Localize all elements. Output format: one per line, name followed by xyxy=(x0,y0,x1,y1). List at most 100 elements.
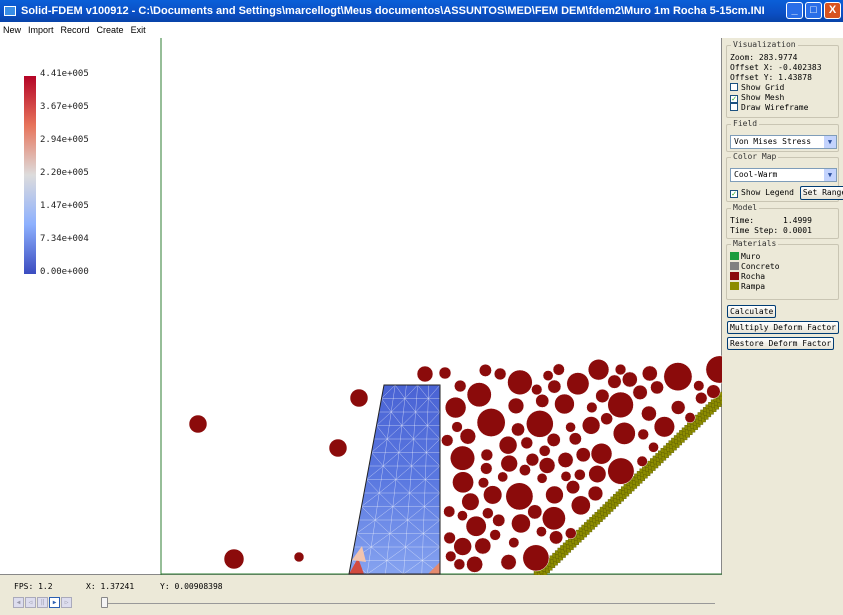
draw-wireframe-label: Draw Wireframe xyxy=(741,103,809,112)
step-forward-icon[interactable]: ▷ xyxy=(61,597,72,608)
mesh-line xyxy=(361,492,380,507)
mesh-line xyxy=(356,533,372,548)
ramp-layer xyxy=(533,391,722,575)
checkmark-icon[interactable]: ✓ xyxy=(730,94,738,103)
rock-particle xyxy=(648,441,659,453)
mesh-line xyxy=(404,384,418,399)
rock-particle xyxy=(520,436,533,450)
mesh-line xyxy=(381,384,396,399)
show-legend-checkbox[interactable]: ✓ Show Legend xyxy=(730,188,794,198)
set-range-button[interactable]: Set Range xyxy=(799,186,843,200)
model-group: Model Time: 1.4999 Time Step: 0.0001 xyxy=(726,203,839,239)
restore-deform-factor-button[interactable]: Restore Deform Factor xyxy=(727,337,835,350)
timeline-slider-thumb[interactable] xyxy=(101,597,108,608)
mesh-line xyxy=(404,398,416,413)
material-swatch xyxy=(730,282,739,290)
show-grid-checkbox[interactable]: Show Grid xyxy=(730,83,835,93)
rock-particle xyxy=(450,445,476,471)
rock-particle xyxy=(565,421,576,433)
multiply-deform-factor-button[interactable]: Multiply Deform Factor xyxy=(727,321,839,334)
rock-particle xyxy=(497,471,509,483)
rock-particles xyxy=(188,355,722,573)
color-map-select[interactable]: Cool-Warm ▼ xyxy=(730,168,837,182)
status-bar: FPS: 1.2 X: 1.37241 Y: 0.00908398 ◀ ◁ ‖ … xyxy=(0,575,843,615)
mesh-line xyxy=(387,438,400,453)
mesh-line xyxy=(394,384,406,399)
rock-particle xyxy=(441,434,454,447)
rock-particle xyxy=(478,363,492,377)
menu-record[interactable]: Record xyxy=(60,25,90,35)
fps-readout: FPS: 1.2 xyxy=(14,582,53,591)
menu-create[interactable]: Create xyxy=(96,25,124,35)
color-map-group: Color Map Cool-Warm ▼ ✓ Show Legend Set R… xyxy=(726,152,843,202)
mesh-line xyxy=(366,465,384,480)
timeline-track[interactable] xyxy=(105,603,715,604)
rock-particle xyxy=(663,362,693,392)
rock-particle xyxy=(581,416,601,435)
show-legend-label: Show Legend xyxy=(741,188,794,197)
mesh-line xyxy=(425,465,441,480)
checkbox-icon[interactable] xyxy=(730,83,738,91)
draw-wireframe-checkbox[interactable]: Draw Wireframe xyxy=(730,103,835,113)
pause-icon[interactable]: ‖ xyxy=(37,597,48,608)
field-select[interactable]: Von Mises Stress ▼ xyxy=(730,135,837,149)
rock-particle xyxy=(522,544,550,572)
rock-particle xyxy=(466,555,483,573)
rock-particle xyxy=(482,507,494,519)
checkbox-icon[interactable] xyxy=(730,103,738,111)
rock-particle xyxy=(508,537,520,549)
material-item: Concreto xyxy=(730,262,835,272)
mesh-line xyxy=(411,465,426,480)
rock-particle xyxy=(492,513,506,527)
color-map-title: Color Map xyxy=(731,152,779,161)
rock-particle xyxy=(695,392,708,405)
rock-particle xyxy=(632,384,648,400)
rewind-icon[interactable]: ◀ xyxy=(13,597,24,608)
checkmark-icon[interactable]: ✓ xyxy=(730,189,738,198)
calculate-button[interactable]: Calculate xyxy=(727,305,777,318)
menu-import[interactable]: Import xyxy=(28,25,54,35)
rock-particle xyxy=(328,438,348,458)
x-coordinate-readout: X: 1.37241 xyxy=(86,582,135,591)
chevron-down-icon[interactable]: ▼ xyxy=(824,169,836,181)
rock-particle xyxy=(444,396,467,419)
mesh-line xyxy=(366,384,396,575)
rock-particle xyxy=(453,558,466,571)
stress-hotspot xyxy=(352,546,366,562)
mesh-line xyxy=(376,425,388,440)
close-button[interactable]: X xyxy=(824,2,841,19)
mesh-line xyxy=(413,425,428,440)
rock-particle xyxy=(536,526,547,537)
menu-new[interactable]: New xyxy=(3,25,22,35)
rock-particle xyxy=(505,482,534,511)
rock-particle xyxy=(461,492,480,511)
rock-particle xyxy=(498,435,518,455)
rock-particle xyxy=(684,412,696,424)
scene-canvas[interactable] xyxy=(0,38,722,575)
mesh-line xyxy=(398,452,412,467)
rock-particle xyxy=(542,370,554,381)
step-back-icon[interactable]: ◁ xyxy=(25,597,36,608)
mesh-line xyxy=(386,546,406,561)
rock-particle xyxy=(547,379,562,394)
offset-y-readout: Offset Y: 1.43878 xyxy=(730,73,812,82)
time-value: 1.4999 xyxy=(783,216,812,225)
mesh-line xyxy=(366,479,380,494)
mesh-line xyxy=(411,452,427,467)
minimize-button[interactable]: _ xyxy=(786,2,803,19)
mesh-line xyxy=(423,519,441,534)
mesh-line xyxy=(427,425,441,440)
show-mesh-checkbox[interactable]: ✓ Show Mesh xyxy=(730,93,835,103)
mesh-line xyxy=(381,398,392,413)
maximize-button[interactable]: □ xyxy=(805,2,822,19)
mesh-line xyxy=(391,398,406,413)
menu-exit[interactable]: Exit xyxy=(130,25,146,35)
play-icon[interactable]: ▶ xyxy=(49,597,60,608)
mesh-line xyxy=(398,438,414,453)
mesh-line xyxy=(407,519,424,534)
chevron-down-icon[interactable]: ▼ xyxy=(824,136,836,148)
rock-particle xyxy=(538,445,551,457)
legend-label-2: 3.67e+005 xyxy=(40,102,89,112)
simulation-viewport[interactable]: 4.41e+005 3.67e+005 2.94e+005 2.20e+005 … xyxy=(0,38,722,575)
rock-particle xyxy=(474,537,492,555)
